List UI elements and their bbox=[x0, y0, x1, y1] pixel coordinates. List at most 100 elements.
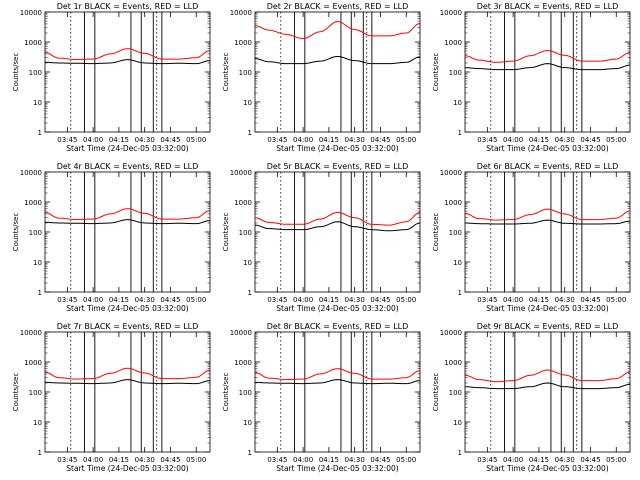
x-tick-label: 03:45 bbox=[267, 296, 287, 304]
x-tick-label: 04:00 bbox=[503, 296, 523, 304]
y-tick-label: 1 bbox=[458, 129, 462, 137]
y-tick-label: 10000 bbox=[20, 169, 42, 177]
y-axis-label: Counts/sec bbox=[12, 373, 20, 412]
panel-title: Det 7r BLACK = Events, RED = LLD bbox=[57, 322, 199, 331]
x-tick-label: 05:00 bbox=[606, 136, 626, 144]
y-tick-label: 1 bbox=[458, 289, 462, 297]
panel-title: Det 1r BLACK = Events, RED = LLD bbox=[57, 2, 199, 11]
y-axis-label: Counts/sec bbox=[222, 53, 230, 92]
y-tick-label: 100 bbox=[239, 229, 252, 237]
panel-title: Det 6r BLACK = Events, RED = LLD bbox=[477, 162, 619, 171]
x-tick-label: 03:45 bbox=[477, 296, 497, 304]
panel-title: Det 5r BLACK = Events, RED = LLD bbox=[267, 162, 409, 171]
plot-frame bbox=[464, 11, 631, 133]
x-tick-label: 05:00 bbox=[396, 136, 416, 144]
y-tick-label: 10 bbox=[453, 259, 462, 267]
x-tick-label: 04:00 bbox=[83, 296, 103, 304]
x-tick-label: 04:45 bbox=[160, 456, 180, 464]
series-line-lld bbox=[44, 367, 211, 380]
series-line-events bbox=[464, 63, 631, 71]
series-line-events bbox=[44, 219, 211, 225]
x-axis-label: Start Time (24-Dec-05 03:32:00) bbox=[276, 464, 398, 473]
y-tick-label: 1 bbox=[248, 449, 252, 457]
y-tick-label: 1000 bbox=[24, 199, 42, 207]
y-axis-label: Counts/sec bbox=[432, 213, 440, 252]
panel-title: Det 3r BLACK = Events, RED = LLD bbox=[477, 2, 619, 11]
y-axis-label: Counts/sec bbox=[222, 373, 230, 412]
panel-det-9: Det 9r BLACK = Events, RED = LLD 1 10 100 10… bbox=[432, 322, 631, 473]
x-tick-label: 04:45 bbox=[160, 296, 180, 304]
x-tick-label: 04:30 bbox=[345, 136, 365, 144]
x-tick-label: 05:00 bbox=[186, 456, 206, 464]
x-tick-label: 03:45 bbox=[57, 136, 77, 144]
panel-title: Det 2r BLACK = Events, RED = LLD bbox=[267, 2, 409, 11]
y-tick-label: 1 bbox=[248, 289, 252, 297]
y-tick-label: 100 bbox=[29, 69, 42, 77]
y-axis-label: Counts/sec bbox=[222, 213, 230, 252]
y-tick-label: 10000 bbox=[20, 329, 42, 337]
x-tick-label: 03:45 bbox=[267, 456, 287, 464]
y-axis-label: Counts/sec bbox=[12, 53, 20, 92]
series-line-lld bbox=[464, 49, 631, 63]
y-tick-label: 10000 bbox=[230, 169, 252, 177]
y-axis-label: Counts/sec bbox=[432, 373, 440, 412]
x-tick-label: 04:00 bbox=[503, 136, 523, 144]
y-tick-label: 100 bbox=[449, 389, 462, 397]
y-tick-label: 1 bbox=[38, 449, 42, 457]
series-line-lld bbox=[464, 208, 631, 221]
plot-frame bbox=[44, 11, 211, 133]
x-tick-label: 05:00 bbox=[186, 136, 206, 144]
series-line-events bbox=[254, 379, 421, 385]
plot-frame bbox=[254, 331, 421, 453]
x-tick-label: 04:15 bbox=[109, 456, 129, 464]
x-tick-label: 04:30 bbox=[345, 296, 365, 304]
y-tick-label: 100 bbox=[449, 69, 462, 77]
panel-det-5: Det 5r BLACK = Events, RED = LLD 1 10 100 10… bbox=[222, 162, 421, 313]
y-tick-label: 10000 bbox=[440, 9, 462, 17]
plot-frame bbox=[44, 171, 211, 293]
x-tick-label: 03:45 bbox=[57, 456, 77, 464]
y-tick-label: 100 bbox=[449, 229, 462, 237]
x-tick-label: 04:00 bbox=[293, 296, 313, 304]
y-tick-label: 10 bbox=[243, 99, 252, 107]
x-tick-label: 04:45 bbox=[580, 456, 600, 464]
y-tick-label: 10 bbox=[243, 419, 252, 427]
y-axis-label: Counts/sec bbox=[12, 213, 20, 252]
x-tick-label: 04:45 bbox=[160, 136, 180, 144]
y-tick-label: 100 bbox=[239, 69, 252, 77]
series-line-lld bbox=[464, 369, 631, 383]
panel-det-4: Det 4r BLACK = Events, RED = LLD 1 10 100 10… bbox=[12, 162, 211, 313]
plot-frame bbox=[464, 171, 631, 293]
x-tick-label: 04:45 bbox=[580, 296, 600, 304]
x-axis-label: Start Time (24-Dec-05 03:32:00) bbox=[276, 304, 398, 313]
panel-det-7: Det 7r BLACK = Events, RED = LLD 1 10 100 10… bbox=[12, 322, 211, 473]
plot-frame bbox=[254, 11, 421, 133]
y-tick-label: 1 bbox=[248, 129, 252, 137]
series-line-events bbox=[44, 379, 211, 385]
series-line-lld bbox=[254, 368, 421, 381]
x-tick-label: 04:15 bbox=[109, 296, 129, 304]
x-tick-label: 04:30 bbox=[345, 456, 365, 464]
series-line-lld bbox=[44, 48, 211, 61]
x-tick-label: 05:00 bbox=[396, 296, 416, 304]
series-line-events bbox=[464, 382, 631, 390]
y-tick-label: 1000 bbox=[444, 359, 462, 367]
x-tick-label: 04:15 bbox=[109, 136, 129, 144]
x-tick-label: 04:30 bbox=[135, 296, 155, 304]
y-tick-label: 100 bbox=[29, 389, 42, 397]
x-tick-label: 04:15 bbox=[319, 456, 339, 464]
panel-title: Det 8r BLACK = Events, RED = LLD bbox=[267, 322, 409, 331]
y-tick-label: 1 bbox=[38, 289, 42, 297]
x-tick-label: 03:45 bbox=[57, 296, 77, 304]
y-tick-label: 10000 bbox=[20, 9, 42, 17]
series-line-events bbox=[44, 59, 211, 65]
plot-frame bbox=[44, 331, 211, 453]
y-tick-label: 1 bbox=[38, 129, 42, 137]
panel-title: Det 9r BLACK = Events, RED = LLD bbox=[477, 322, 619, 331]
x-tick-label: 04:15 bbox=[529, 296, 549, 304]
x-tick-label: 04:15 bbox=[529, 456, 549, 464]
x-axis-label: Start Time (24-Dec-05 03:32:00) bbox=[486, 144, 608, 153]
y-tick-label: 1000 bbox=[444, 199, 462, 207]
panel-det-3: Det 3r BLACK = Events, RED = LLD 1 10 100 10… bbox=[432, 2, 631, 153]
x-tick-label: 04:45 bbox=[370, 456, 390, 464]
